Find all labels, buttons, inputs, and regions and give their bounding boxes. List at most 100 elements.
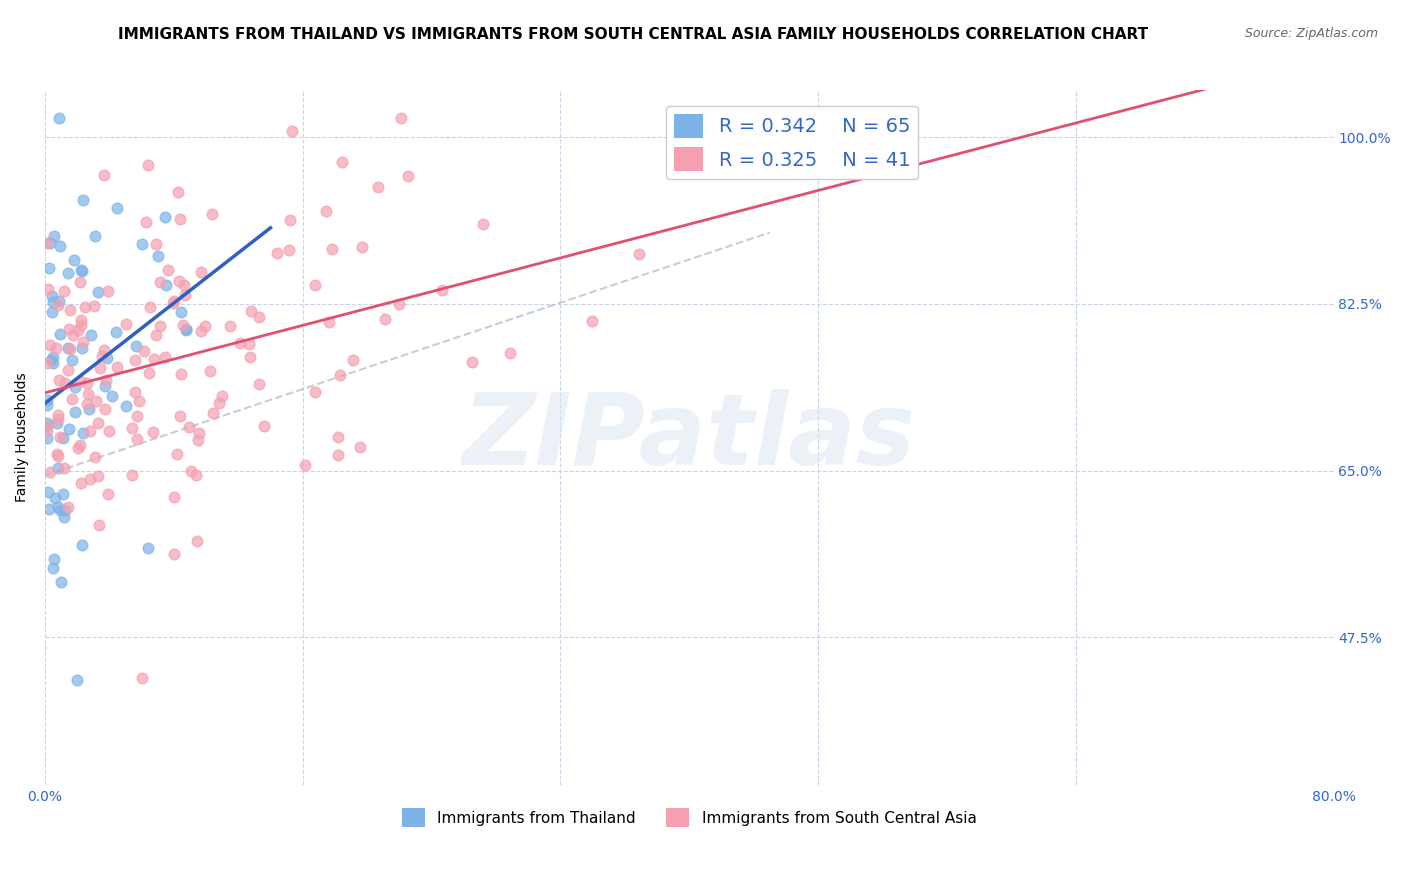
Point <box>170 367 193 381</box>
Point <box>72 335 94 350</box>
Point <box>39 235 62 250</box>
Point <box>42 351 65 365</box>
Point <box>174 322 197 336</box>
Point <box>173 277 195 292</box>
Point <box>190 265 212 279</box>
Point <box>77 386 100 401</box>
Point <box>136 158 159 172</box>
Point <box>70 264 93 278</box>
Point <box>124 353 146 368</box>
Point <box>105 359 128 374</box>
Point <box>266 246 288 260</box>
Point <box>46 447 69 461</box>
Point <box>42 229 65 244</box>
Point <box>93 401 115 416</box>
Point <box>128 393 150 408</box>
Point <box>211 388 233 402</box>
Y-axis label: Family Households: Family Households <box>15 373 30 502</box>
Point <box>77 401 100 416</box>
Text: ZIPatlas: ZIPatlas <box>463 389 915 486</box>
Point <box>35 424 58 438</box>
Point <box>253 419 276 434</box>
Point <box>304 384 326 399</box>
Point <box>93 343 115 357</box>
Point <box>39 338 62 352</box>
Point <box>172 318 194 332</box>
Point <box>138 366 160 380</box>
Point <box>180 464 202 478</box>
Point <box>124 384 146 399</box>
Point <box>388 296 411 310</box>
Point <box>70 341 93 355</box>
Point <box>374 311 396 326</box>
Legend: Immigrants from Thailand, Immigrants from South Central Asia: Immigrants from Thailand, Immigrants fro… <box>396 802 983 833</box>
Point <box>186 468 208 483</box>
Point <box>163 547 186 561</box>
Point <box>166 447 188 461</box>
Point <box>35 398 58 412</box>
Point <box>84 394 107 409</box>
Point <box>58 422 80 436</box>
Point <box>115 399 138 413</box>
Point <box>38 261 60 276</box>
Point <box>42 294 65 309</box>
Point <box>76 397 98 411</box>
Point <box>94 378 117 392</box>
Point <box>198 364 221 378</box>
Point <box>135 215 157 229</box>
Point <box>63 252 86 267</box>
Point <box>63 380 86 394</box>
Point <box>146 249 169 263</box>
Point <box>342 352 364 367</box>
Point <box>73 300 96 314</box>
Point <box>352 240 374 254</box>
Point <box>52 431 75 445</box>
Point <box>37 418 59 433</box>
Point <box>35 235 58 250</box>
Point <box>170 305 193 319</box>
Point <box>194 319 217 334</box>
Point <box>247 376 270 391</box>
Point <box>56 362 79 376</box>
Point <box>581 314 603 328</box>
Point <box>48 373 70 387</box>
Point <box>628 247 651 261</box>
Point <box>367 180 389 194</box>
Point <box>96 351 118 365</box>
Point <box>72 425 94 440</box>
Point <box>62 353 84 368</box>
Point <box>87 518 110 533</box>
Point <box>142 351 165 366</box>
Point <box>93 168 115 182</box>
Point <box>105 201 128 215</box>
Point <box>201 406 224 420</box>
Point <box>45 341 67 355</box>
Point <box>83 450 105 464</box>
Point <box>35 356 58 370</box>
Point <box>38 465 60 479</box>
Point <box>66 673 89 688</box>
Point <box>167 274 190 288</box>
Point <box>321 242 343 256</box>
Point <box>315 203 337 218</box>
Point <box>153 210 176 224</box>
Point <box>131 237 153 252</box>
Point <box>87 469 110 483</box>
Point <box>52 486 75 500</box>
Point <box>42 551 65 566</box>
Point <box>187 425 209 440</box>
Point <box>94 374 117 388</box>
Point <box>44 491 66 506</box>
Point <box>187 433 209 447</box>
Point <box>37 484 59 499</box>
Point <box>37 282 59 296</box>
Point <box>87 416 110 430</box>
Point <box>174 288 197 302</box>
Point <box>58 322 80 336</box>
Point <box>39 353 62 368</box>
Point <box>177 419 200 434</box>
Point <box>41 289 63 303</box>
Point <box>46 298 69 312</box>
Point <box>41 561 63 575</box>
Point <box>79 424 101 438</box>
